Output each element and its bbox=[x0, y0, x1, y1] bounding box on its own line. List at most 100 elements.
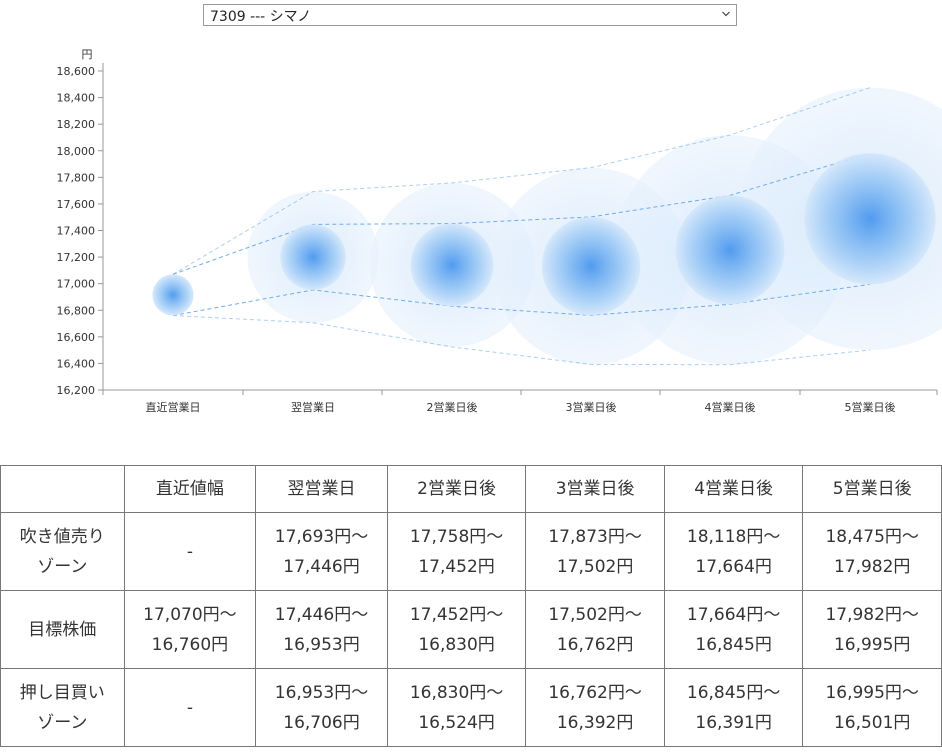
cell-value: 16,392円 bbox=[556, 712, 634, 733]
table-cell: 17,758円〜 17,452円 bbox=[386, 512, 527, 591]
y-tick-label: 18,000 bbox=[57, 145, 96, 158]
row-label-line: ゾーン bbox=[37, 712, 88, 733]
outer-lower-line bbox=[172, 315, 871, 366]
table-cell: - bbox=[123, 512, 257, 591]
inner-upper-line bbox=[172, 152, 871, 275]
column-header: 翌営業日 bbox=[255, 465, 388, 513]
table-cell: 18,475円〜 17,982円 bbox=[802, 512, 942, 591]
y-tick-label: 18,600 bbox=[57, 65, 96, 78]
table-cell: 16,953円〜 16,706円 bbox=[255, 668, 388, 747]
row-label-line: 押し目買い bbox=[19, 682, 105, 703]
table-row-sell-zone: 吹き値売り ゾーン - 17,693円〜 17,446円 17,758円〜 17,4… bbox=[0, 512, 942, 591]
stock-select[interactable]: 7309 --- シマノ bbox=[203, 4, 737, 26]
chevron-down-icon bbox=[722, 11, 730, 17]
column-header: 4営業日後 bbox=[663, 465, 804, 513]
table-cell: 17,070円〜 16,760円 bbox=[123, 590, 257, 669]
cell-value: 17,873円〜 bbox=[548, 526, 642, 547]
cell-value: 16,524円 bbox=[418, 712, 495, 733]
cell-value: 18,118円〜 bbox=[686, 526, 781, 547]
x-tick-label: 4営業日後 bbox=[705, 400, 756, 414]
y-tick-label: 16,800 bbox=[57, 304, 96, 317]
table-cell: 17,446円〜 16,953円 bbox=[255, 590, 388, 669]
cell-value: 16,830円 bbox=[418, 634, 495, 655]
column-header: 5営業日後 bbox=[802, 465, 942, 513]
cell-value: 16,845円〜 bbox=[686, 682, 781, 703]
table-cell: - bbox=[123, 668, 257, 747]
y-tick-label: 16,200 bbox=[57, 384, 96, 397]
table-cell: 16,762円〜 16,392円 bbox=[525, 668, 665, 747]
cell-value: - bbox=[186, 697, 193, 718]
row-label: 吹き値売り ゾーン bbox=[0, 512, 125, 591]
target-range-bubble bbox=[410, 223, 494, 307]
y-tick-label: 17,200 bbox=[57, 251, 96, 264]
cell-value: 17,446円 bbox=[283, 556, 360, 577]
x-tick-label: 翌営業日 bbox=[291, 400, 335, 414]
cell-value: 17,070円〜 bbox=[143, 604, 237, 625]
table-corner bbox=[0, 465, 125, 513]
table-cell: 16,830円〜 16,524円 bbox=[386, 668, 527, 747]
cell-value: 17,982円〜 bbox=[825, 604, 919, 625]
price-zone-table: 直近値幅 翌営業日 2営業日後 3営業日後 4営業日後 5営業日後 吹き値売り … bbox=[0, 465, 942, 747]
cell-value: 17,502円 bbox=[556, 556, 634, 577]
table-cell: 16,845円〜 16,391円 bbox=[663, 668, 804, 747]
column-header: 2営業日後 bbox=[386, 465, 527, 513]
cell-value: 17,693円〜 bbox=[274, 526, 369, 547]
column-header: 直近値幅 bbox=[123, 465, 257, 513]
cell-value: 17,758円〜 bbox=[409, 526, 504, 547]
table-row-buy-zone: 押し目買い ゾーン - 16,953円〜 16,706円 16,830円〜 16,5… bbox=[0, 668, 942, 747]
table-cell: 17,452円〜 16,830円 bbox=[386, 590, 527, 669]
y-tick-label: 17,000 bbox=[57, 278, 96, 291]
cell-value: 17,452円 bbox=[418, 556, 495, 577]
x-tick-label: 2営業日後 bbox=[427, 400, 478, 414]
target-range-bubble bbox=[280, 224, 346, 290]
row-label: 目標株価 bbox=[0, 590, 125, 669]
stock-select-value: 7309 --- シマノ bbox=[210, 9, 312, 25]
x-tick-label: 3営業日後 bbox=[566, 400, 617, 414]
target-range-bubble bbox=[675, 195, 785, 305]
cell-value: 17,446円〜 bbox=[274, 604, 369, 625]
cell-value: 17,452円〜 bbox=[409, 604, 504, 625]
table-cell: 17,982円〜 16,995円 bbox=[802, 590, 942, 669]
inner-lower-line bbox=[172, 283, 871, 317]
outer-upper-line bbox=[172, 87, 871, 275]
y-tick-label: 17,600 bbox=[57, 198, 96, 211]
target-range-bubble bbox=[541, 216, 641, 316]
y-tick-label: 17,800 bbox=[57, 171, 96, 184]
row-label: 押し目買い ゾーン bbox=[0, 668, 125, 747]
cell-value: 17,664円〜 bbox=[686, 604, 781, 625]
column-header: 3営業日後 bbox=[525, 465, 665, 513]
y-axis-unit-label: 円 bbox=[82, 48, 93, 61]
cell-value: 18,475円〜 bbox=[825, 526, 919, 547]
row-label-line: 吹き値売り bbox=[19, 526, 105, 547]
row-label-line: 目標株価 bbox=[28, 619, 97, 640]
cell-value: 16,501円 bbox=[833, 712, 911, 733]
cell-value: 16,762円 bbox=[556, 634, 634, 655]
cell-value: 16,391円 bbox=[695, 712, 772, 733]
cell-value: 16,953円 bbox=[283, 634, 360, 655]
table-cell: 17,693円〜 17,446円 bbox=[255, 512, 388, 591]
y-tick-label: 18,400 bbox=[57, 92, 96, 105]
table-cell: 17,664円〜 16,845円 bbox=[663, 590, 804, 669]
table-header-row: 直近値幅 翌営業日 2営業日後 3営業日後 4営業日後 5営業日後 bbox=[0, 465, 942, 513]
cell-value: 17,982円 bbox=[833, 556, 911, 577]
table-row-target-price: 目標株価 17,070円〜 16,760円 17,446円〜 16,953円 17,… bbox=[0, 590, 942, 669]
cell-value: 16,762円〜 bbox=[548, 682, 642, 703]
table-cell: 17,502円〜 16,762円 bbox=[525, 590, 665, 669]
cell-value: 16,845円 bbox=[695, 634, 772, 655]
target-range-bubble bbox=[152, 274, 194, 316]
cell-value: 16,995円 bbox=[833, 634, 911, 655]
table-cell: 18,118円〜 17,664円 bbox=[663, 512, 804, 591]
cell-value: 17,502円〜 bbox=[548, 604, 642, 625]
cell-value: 16,706円 bbox=[283, 712, 360, 733]
cell-value: 16,830円〜 bbox=[409, 682, 504, 703]
x-tick-label: 直近営業日 bbox=[146, 400, 201, 414]
y-tick-label: 16,600 bbox=[57, 331, 96, 344]
cell-value: 16,760円 bbox=[151, 634, 229, 655]
table-cell: 16,995円〜 16,501円 bbox=[802, 668, 942, 747]
y-tick-label: 18,200 bbox=[57, 118, 96, 131]
x-tick-label: 5営業日後 bbox=[845, 400, 896, 414]
target-range-bubble bbox=[804, 153, 936, 285]
price-range-chart: 16,200 16,400 16,600 16,800 17,000 17,200 17,4… bbox=[57, 48, 942, 414]
cell-value: 16,953円〜 bbox=[274, 682, 369, 703]
y-tick-label: 16,400 bbox=[57, 357, 96, 370]
